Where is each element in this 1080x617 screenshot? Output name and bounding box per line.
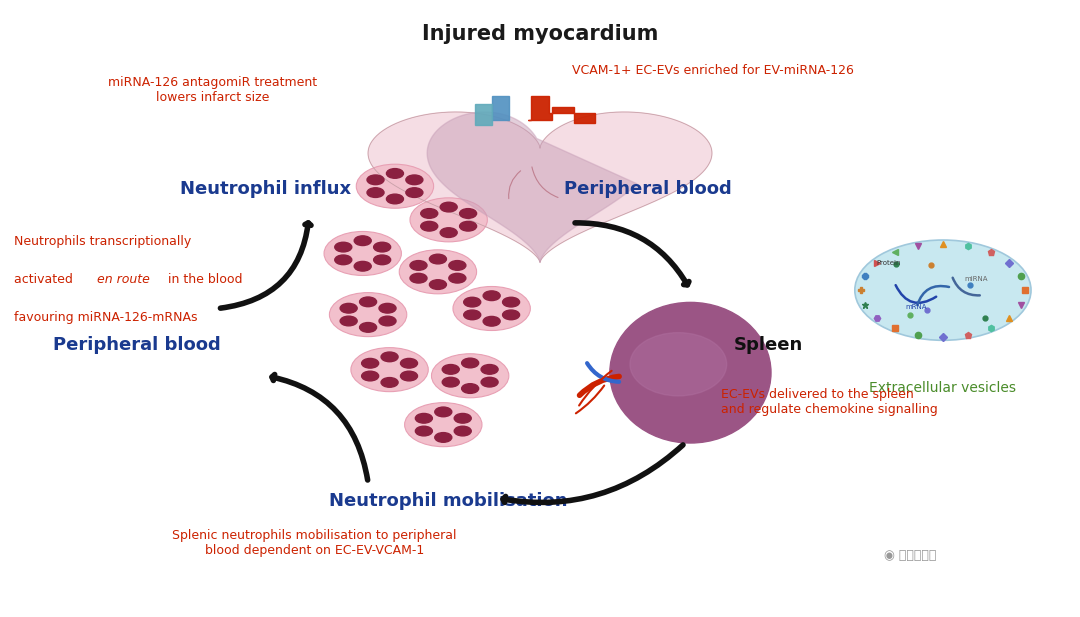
Circle shape xyxy=(453,286,530,331)
Circle shape xyxy=(374,242,391,252)
Circle shape xyxy=(374,255,391,265)
Circle shape xyxy=(335,242,352,252)
Text: in the blood: in the blood xyxy=(164,273,242,286)
Circle shape xyxy=(406,188,423,197)
Circle shape xyxy=(381,352,399,362)
Circle shape xyxy=(329,292,407,337)
Text: ◉ 外泌体之家: ◉ 外泌体之家 xyxy=(885,549,936,562)
Circle shape xyxy=(449,273,465,283)
Circle shape xyxy=(483,317,500,326)
Circle shape xyxy=(442,378,459,387)
Circle shape xyxy=(455,426,471,436)
Circle shape xyxy=(461,384,478,394)
Text: EC-EVs delivered to the spleen
and regulate chemokine signalling: EC-EVs delivered to the spleen and regul… xyxy=(720,388,937,416)
Circle shape xyxy=(387,168,404,178)
Text: favouring miRNA-126-mRNAs: favouring miRNA-126-mRNAs xyxy=(14,311,197,324)
Circle shape xyxy=(442,365,459,375)
Circle shape xyxy=(379,304,396,313)
Text: Splenic neutrophils mobilisation to peripheral
blood dependent on EC-EV-VCAM-1: Splenic neutrophils mobilisation to peri… xyxy=(172,529,457,557)
Circle shape xyxy=(854,240,1031,341)
Circle shape xyxy=(455,413,471,423)
Circle shape xyxy=(460,209,476,218)
Circle shape xyxy=(460,222,476,231)
Circle shape xyxy=(481,378,498,387)
Circle shape xyxy=(461,358,478,368)
Circle shape xyxy=(340,304,357,313)
Circle shape xyxy=(421,222,437,231)
Circle shape xyxy=(435,407,451,416)
Circle shape xyxy=(354,236,372,246)
Text: Peripheral blood: Peripheral blood xyxy=(53,336,221,354)
Ellipse shape xyxy=(630,333,727,396)
Circle shape xyxy=(430,254,446,264)
Circle shape xyxy=(421,209,437,218)
Circle shape xyxy=(367,188,384,197)
Circle shape xyxy=(435,433,451,442)
Circle shape xyxy=(410,198,487,242)
Text: Neutrophil mobilisation: Neutrophil mobilisation xyxy=(329,492,568,510)
Circle shape xyxy=(430,280,446,289)
Circle shape xyxy=(401,371,418,381)
Circle shape xyxy=(463,310,481,320)
Text: Neutrophils transcriptionally: Neutrophils transcriptionally xyxy=(14,235,191,248)
Circle shape xyxy=(362,371,379,381)
Circle shape xyxy=(449,260,465,270)
Circle shape xyxy=(401,358,418,368)
Circle shape xyxy=(354,262,372,271)
Circle shape xyxy=(405,403,482,447)
Circle shape xyxy=(360,323,377,332)
Circle shape xyxy=(324,231,402,275)
Circle shape xyxy=(406,175,423,184)
Polygon shape xyxy=(528,96,595,123)
Text: activated: activated xyxy=(14,273,77,286)
Text: Spleen: Spleen xyxy=(733,336,802,354)
Text: Peripheral blood: Peripheral blood xyxy=(564,180,731,198)
Polygon shape xyxy=(475,104,491,125)
Polygon shape xyxy=(368,112,712,262)
Circle shape xyxy=(340,316,357,326)
Circle shape xyxy=(481,365,498,375)
Text: VCAM-1+ EC-EVs enriched for EV-miRNA-126: VCAM-1+ EC-EVs enriched for EV-miRNA-126 xyxy=(572,64,854,77)
Circle shape xyxy=(463,297,481,307)
Ellipse shape xyxy=(610,302,771,443)
Text: Neutrophil influx: Neutrophil influx xyxy=(180,180,352,198)
Circle shape xyxy=(416,426,432,436)
Circle shape xyxy=(441,202,457,212)
Circle shape xyxy=(432,354,509,398)
Circle shape xyxy=(367,175,384,184)
Polygon shape xyxy=(491,96,509,120)
Circle shape xyxy=(502,310,519,320)
Circle shape xyxy=(356,164,434,208)
Circle shape xyxy=(381,378,399,387)
Circle shape xyxy=(410,273,427,283)
Text: en route: en route xyxy=(97,273,150,286)
Circle shape xyxy=(387,194,404,204)
Circle shape xyxy=(362,358,379,368)
Text: miRNA: miRNA xyxy=(964,276,988,282)
Circle shape xyxy=(360,297,377,307)
Circle shape xyxy=(416,413,432,423)
Circle shape xyxy=(351,347,429,392)
Text: mRNA: mRNA xyxy=(906,304,928,310)
Circle shape xyxy=(410,260,427,270)
Text: Protein: Protein xyxy=(876,260,901,266)
Text: Extracellular vesicles: Extracellular vesicles xyxy=(869,381,1016,395)
Circle shape xyxy=(483,291,500,300)
Text: miRNA-126 antagomiR treatment
lowers infarct size: miRNA-126 antagomiR treatment lowers inf… xyxy=(108,76,316,104)
Circle shape xyxy=(379,316,396,326)
Circle shape xyxy=(502,297,519,307)
Circle shape xyxy=(400,250,476,294)
Circle shape xyxy=(335,255,352,265)
Polygon shape xyxy=(428,112,637,262)
Text: Injured myocardium: Injured myocardium xyxy=(422,24,658,44)
Circle shape xyxy=(441,228,457,238)
